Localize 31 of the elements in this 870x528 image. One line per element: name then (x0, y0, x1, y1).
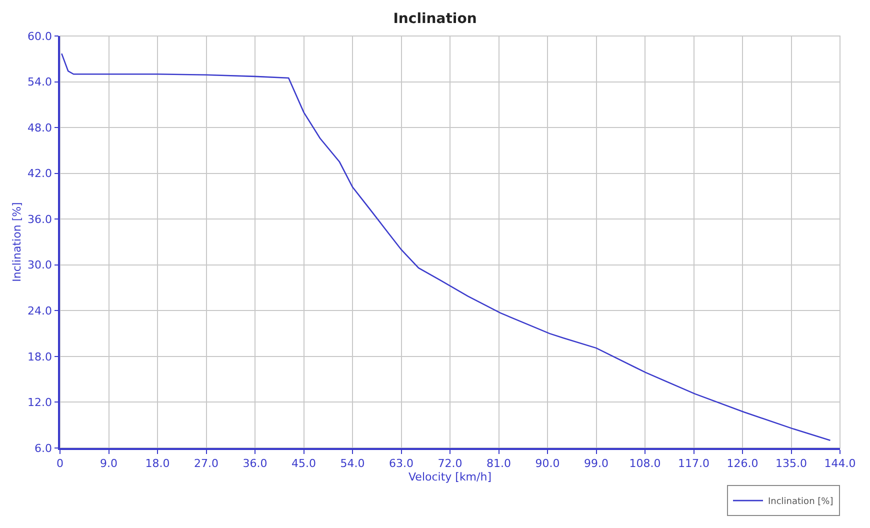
x-tick-label: 108.0 (629, 456, 661, 470)
x-tick-label: 117.0 (678, 456, 710, 470)
y-tick-label: 42.0 (28, 167, 52, 180)
x-tick-label: 36.0 (242, 456, 268, 470)
x-tick-label: 18.0 (145, 456, 170, 470)
y-tick-label: 12.0 (28, 396, 52, 410)
y-axis-title: Inclination [%] (10, 202, 24, 282)
x-tick-label: 63.0 (389, 456, 414, 470)
y-tick-label: 60.0 (28, 30, 52, 43)
y-tick-label: 24.0 (28, 304, 52, 318)
y-tick-label: 48.0 (28, 121, 52, 134)
y-tick-label: 54.0 (28, 76, 52, 89)
x-tick-label: 126.0 (726, 456, 758, 470)
x-tick-label: 0 (56, 456, 64, 470)
x-tick-label: 27.0 (194, 456, 218, 470)
chart-title: Inclination (393, 11, 477, 27)
legend-label: Inclination [%] (768, 497, 834, 508)
x-tick-label: 54.0 (340, 456, 365, 470)
x-tick-label: 135.0 (776, 456, 807, 470)
y-tick-label: 30.0 (28, 258, 52, 272)
y-tick-label: 6.0 (34, 442, 52, 455)
y-tick-label: 18.0 (28, 350, 52, 364)
x-tick-label: 9.0 (100, 456, 118, 470)
y-tick-label: 36.0 (28, 212, 52, 226)
x-tick-label: 45.0 (292, 456, 316, 470)
x-tick-label: 99.0 (584, 456, 608, 470)
x-tick-label: 144.0 (824, 456, 856, 470)
x-tick-label: 81.0 (486, 456, 511, 470)
x-tick-label: 72.0 (438, 456, 462, 470)
x-tick-label: 90.0 (535, 456, 560, 470)
x-axis-title: Velocity [km/h] (408, 470, 492, 484)
